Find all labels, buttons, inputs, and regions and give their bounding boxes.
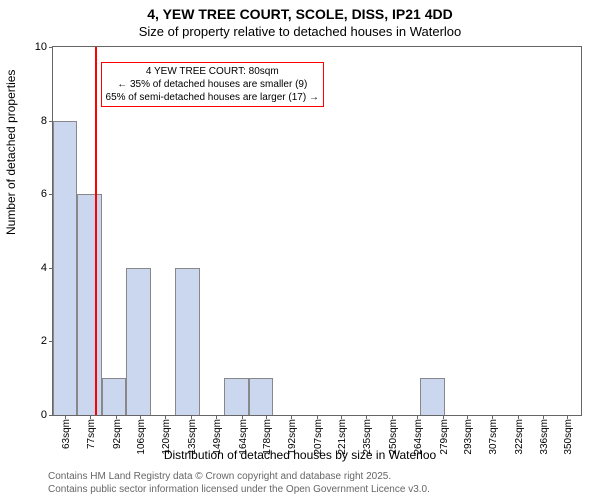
- plot-area: 024681063sqm77sqm92sqm106sqm120sqm135sqm…: [52, 46, 582, 416]
- histogram-bar: [77, 194, 101, 415]
- y-tick-mark: [49, 415, 53, 416]
- property-marker-line: [95, 47, 97, 415]
- y-tick-label: 2: [41, 335, 47, 347]
- y-tick-label: 10: [35, 41, 47, 53]
- y-tick-label: 0: [41, 409, 47, 421]
- x-axis-label: Distribution of detached houses by size …: [0, 448, 600, 462]
- annotation-line-1: 4 YEW TREE COURT: 80sqm: [106, 65, 319, 78]
- y-tick-label: 8: [41, 115, 47, 127]
- x-tick-label: 63sqm: [61, 419, 72, 449]
- footer-line-1: Contains HM Land Registry data © Crown c…: [48, 471, 430, 484]
- x-tick-label: 77sqm: [86, 419, 97, 449]
- chart-title: 4, YEW TREE COURT, SCOLE, DISS, IP21 4DD: [0, 6, 600, 22]
- histogram-bar: [102, 378, 126, 415]
- annotation-box: 4 YEW TREE COURT: 80sqm← 35% of detached…: [101, 62, 324, 107]
- histogram-bar: [420, 378, 444, 415]
- annotation-line-2: ← 35% of detached houses are smaller (9): [106, 78, 319, 91]
- annotation-line-3: 65% of semi-detached houses are larger (…: [106, 91, 319, 104]
- histogram-bar: [53, 121, 77, 415]
- footer-attribution: Contains HM Land Registry data © Crown c…: [48, 471, 430, 496]
- histogram-bar: [175, 268, 199, 415]
- y-tick-mark: [49, 47, 53, 48]
- histogram-bar: [249, 378, 273, 415]
- y-tick-label: 4: [41, 262, 47, 274]
- y-axis-label: Number of detached properties: [4, 70, 18, 235]
- histogram-bar: [126, 268, 150, 415]
- x-tick-label: 92sqm: [112, 419, 123, 449]
- footer-line-2: Contains public sector information licen…: [48, 484, 430, 497]
- y-tick-label: 6: [41, 188, 47, 200]
- histogram-bar: [224, 378, 248, 415]
- chart-subtitle: Size of property relative to detached ho…: [0, 24, 600, 39]
